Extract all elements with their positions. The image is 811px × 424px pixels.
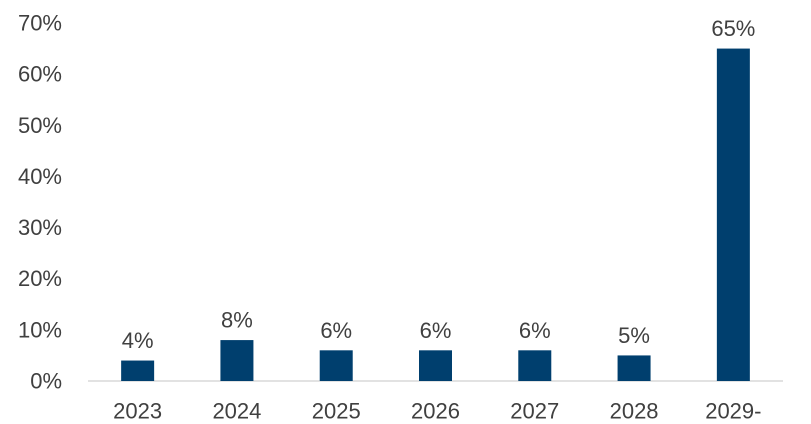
- x-tick-label: 2025: [312, 399, 361, 424]
- x-tick-label: 2027: [510, 399, 559, 424]
- y-tick-label: 40%: [18, 164, 62, 189]
- data-label: 6%: [320, 318, 352, 343]
- bar-2024: [220, 340, 254, 381]
- y-tick-label: 10%: [18, 317, 62, 342]
- bar-2023: [121, 360, 155, 381]
- data-label: 65%: [711, 16, 755, 41]
- x-tick-label: 2028: [610, 399, 659, 424]
- data-label: 8%: [221, 308, 253, 333]
- data-label: 4%: [122, 328, 154, 353]
- x-tick-label: 2029-: [705, 399, 761, 424]
- x-axis: 2023 2024 2025 2026 2027 2028 2029-: [88, 380, 783, 424]
- y-tick-label: 30%: [18, 215, 62, 240]
- x-tick-label: 2023: [113, 399, 162, 424]
- bar-2027: [518, 350, 552, 381]
- y-tick-label: 60%: [18, 62, 62, 87]
- data-labels: 4% 8% 6% 6% 6% 5% 65%: [122, 16, 756, 353]
- data-label: 5%: [618, 323, 650, 348]
- bar-2028: [617, 355, 651, 381]
- y-tick-label: 20%: [18, 266, 62, 291]
- data-label: 6%: [519, 318, 551, 343]
- x-tick-label: 2024: [212, 399, 261, 424]
- y-axis: 0% 10% 20% 30% 40% 50% 60% 70%: [18, 11, 62, 394]
- y-tick-label: 50%: [18, 113, 62, 138]
- y-tick-label: 0%: [30, 369, 62, 394]
- bar-2025: [319, 350, 353, 381]
- x-tick-label: 2026: [411, 399, 460, 424]
- bar-2029-: [716, 48, 750, 381]
- y-tick-label: 70%: [18, 11, 62, 36]
- bars: [121, 48, 750, 381]
- bar-2026: [419, 350, 452, 381]
- data-label: 6%: [420, 318, 452, 343]
